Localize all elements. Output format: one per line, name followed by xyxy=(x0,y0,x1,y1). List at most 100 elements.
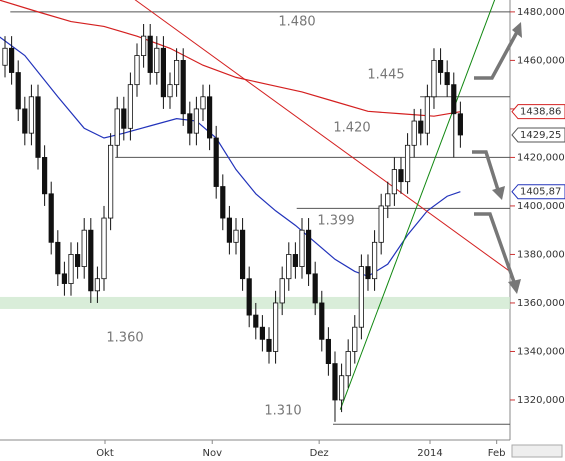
candle-body xyxy=(312,273,318,304)
x-tick-label: Feb xyxy=(488,448,506,459)
candle-body xyxy=(121,108,127,129)
candle-body xyxy=(411,120,417,146)
price-tag xyxy=(511,127,565,143)
candle-body xyxy=(127,84,134,129)
candle-body xyxy=(206,96,213,139)
candle-body xyxy=(226,217,232,243)
candle-body xyxy=(94,278,101,292)
candle-body xyxy=(424,96,430,134)
candle-body xyxy=(134,55,140,86)
candle-body xyxy=(325,338,331,364)
price-tag-label: 1405,87 xyxy=(520,187,561,198)
trendline xyxy=(134,0,511,272)
y-tick-label: 1360,000 xyxy=(517,298,565,309)
candle-body xyxy=(81,229,87,267)
candle-body xyxy=(391,169,397,195)
y-tick-label: 1460,000 xyxy=(517,55,565,66)
candle-body xyxy=(61,273,68,284)
level-label: 1.310 xyxy=(264,404,301,419)
candle-body xyxy=(259,326,265,340)
candle-body xyxy=(352,326,358,352)
candle-body xyxy=(299,229,305,267)
candle-body xyxy=(48,193,54,243)
candle-body xyxy=(9,47,15,73)
candle-body xyxy=(385,193,391,207)
y-tick-label: 1380,000 xyxy=(517,249,565,260)
candle-body xyxy=(200,96,206,110)
level-label: 1.445 xyxy=(367,68,404,83)
plot xyxy=(0,0,511,425)
candle-body xyxy=(253,314,259,328)
zoom-controls[interactable] xyxy=(511,444,563,458)
candle-body xyxy=(2,47,8,66)
candle-body xyxy=(239,229,246,280)
candle-body xyxy=(88,229,94,292)
candle-body xyxy=(42,157,48,195)
candle-body xyxy=(358,266,364,328)
candle-body xyxy=(22,108,28,134)
candle-body xyxy=(286,254,292,280)
moving-average xyxy=(0,0,461,117)
candle-body xyxy=(319,302,325,340)
candle-body xyxy=(193,108,199,134)
candle-body xyxy=(305,229,312,275)
arrows xyxy=(472,22,522,294)
support-band xyxy=(0,296,510,309)
candle-body xyxy=(404,144,411,183)
price-tag xyxy=(511,104,565,120)
price-tag xyxy=(511,184,565,200)
price-tag-label: 1429,25 xyxy=(520,130,561,141)
candle-body xyxy=(338,375,345,401)
candle-body xyxy=(108,144,114,219)
candle-body xyxy=(437,59,444,73)
candle-body xyxy=(35,96,41,158)
candle-body xyxy=(28,96,35,134)
candle-body xyxy=(141,35,147,56)
candle-body xyxy=(180,59,186,115)
moving-average xyxy=(0,36,461,277)
candle-body xyxy=(154,47,160,73)
candle-body xyxy=(365,266,371,280)
zoom-icons[interactable] xyxy=(511,444,563,458)
candle-body xyxy=(101,217,107,280)
candle-body xyxy=(451,84,457,115)
level-label: 1.420 xyxy=(333,121,370,136)
candle-body xyxy=(378,205,384,243)
candle-body xyxy=(173,59,180,86)
x-tick-label: Nov xyxy=(202,448,222,459)
candle-body xyxy=(75,254,81,267)
y-tick-label: 1320,000 xyxy=(517,395,565,406)
candle-body xyxy=(68,254,74,284)
candle-body xyxy=(418,120,424,134)
x-tick-label: Okt xyxy=(96,448,114,459)
price-tag-label: 1438,86 xyxy=(520,107,561,118)
x-tick-label: Dez xyxy=(310,448,329,459)
candle-body xyxy=(266,338,272,352)
y-tick-label: 1340,000 xyxy=(517,346,565,357)
candle-body xyxy=(220,186,226,219)
candle-body xyxy=(345,351,351,377)
candle-body xyxy=(160,47,167,98)
candle-body xyxy=(246,278,252,316)
candle-body xyxy=(114,108,120,146)
candle-body xyxy=(371,241,378,280)
candle-body xyxy=(147,35,153,73)
candle-body xyxy=(272,302,279,352)
candle-body xyxy=(332,363,338,401)
candle-body xyxy=(15,72,21,110)
candle-body xyxy=(292,254,298,267)
trendline xyxy=(339,0,496,410)
y-tick-label: 1480,000 xyxy=(517,7,565,18)
y-tick-label: 1400,000 xyxy=(517,201,565,212)
candle-body xyxy=(398,169,404,183)
candle-body xyxy=(213,137,219,187)
candle-body xyxy=(444,72,450,86)
candle-body xyxy=(279,278,285,304)
candle-body xyxy=(55,241,61,275)
candle-body xyxy=(167,84,173,98)
level-label: 1.480 xyxy=(278,15,315,30)
candle-body xyxy=(187,113,193,134)
candle-body xyxy=(233,229,239,243)
